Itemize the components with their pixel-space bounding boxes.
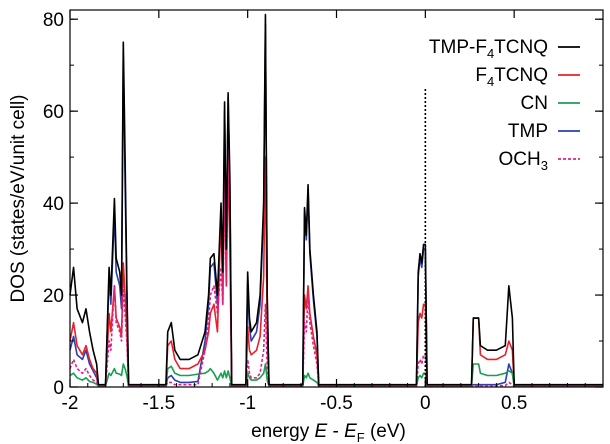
x-tick-label: -1.5 (142, 393, 175, 414)
series-line-och3 (69, 147, 603, 387)
x-tick-label: 0 (420, 393, 431, 414)
legend-label: TMP-F4TCNQ (429, 37, 548, 61)
legend-entry-och3: OCH3 (499, 149, 580, 173)
legend-entry-tmp: TMP (508, 121, 580, 142)
series-line-tmp-f4tcnq (69, 13, 603, 386)
y-tick-label: 0 (53, 378, 64, 399)
x-tick-label: -1 (239, 393, 256, 414)
y-tick-label: 80 (43, 10, 64, 31)
ticks: -2 -1.5 -1 -0.5 0 0.5 0 20 40 60 80 (43, 10, 604, 414)
x-tick-label: 0.5 (501, 393, 527, 414)
legend-label: CN (521, 93, 548, 114)
legend-entry-tmp-f4tcnq: TMP-F4TCNQ (429, 37, 580, 61)
x-axis-label: energy E - EF (eV) (251, 421, 406, 444)
series-line-f4tcnq (69, 156, 603, 387)
y-axis-label: DOS (states/eV/unit cell) (8, 94, 29, 302)
y-tick-label: 60 (43, 102, 64, 123)
legend-label: TMP (508, 121, 548, 142)
legend: TMP-F4TCNQ F4TCNQ CN TMP OCH3 (429, 37, 580, 173)
legend-label: F4TCNQ (475, 65, 548, 89)
legend-entry-f4tcnq: F4TCNQ (475, 65, 580, 89)
plot-area (69, 13, 603, 387)
x-tick-label: -0.5 (320, 393, 353, 414)
x-tick-label: -2 (62, 393, 79, 414)
y-tick-label: 20 (43, 286, 64, 307)
legend-label: OCH3 (499, 149, 548, 173)
legend-entry-cn: CN (521, 93, 580, 114)
y-tick-label: 40 (43, 194, 64, 215)
